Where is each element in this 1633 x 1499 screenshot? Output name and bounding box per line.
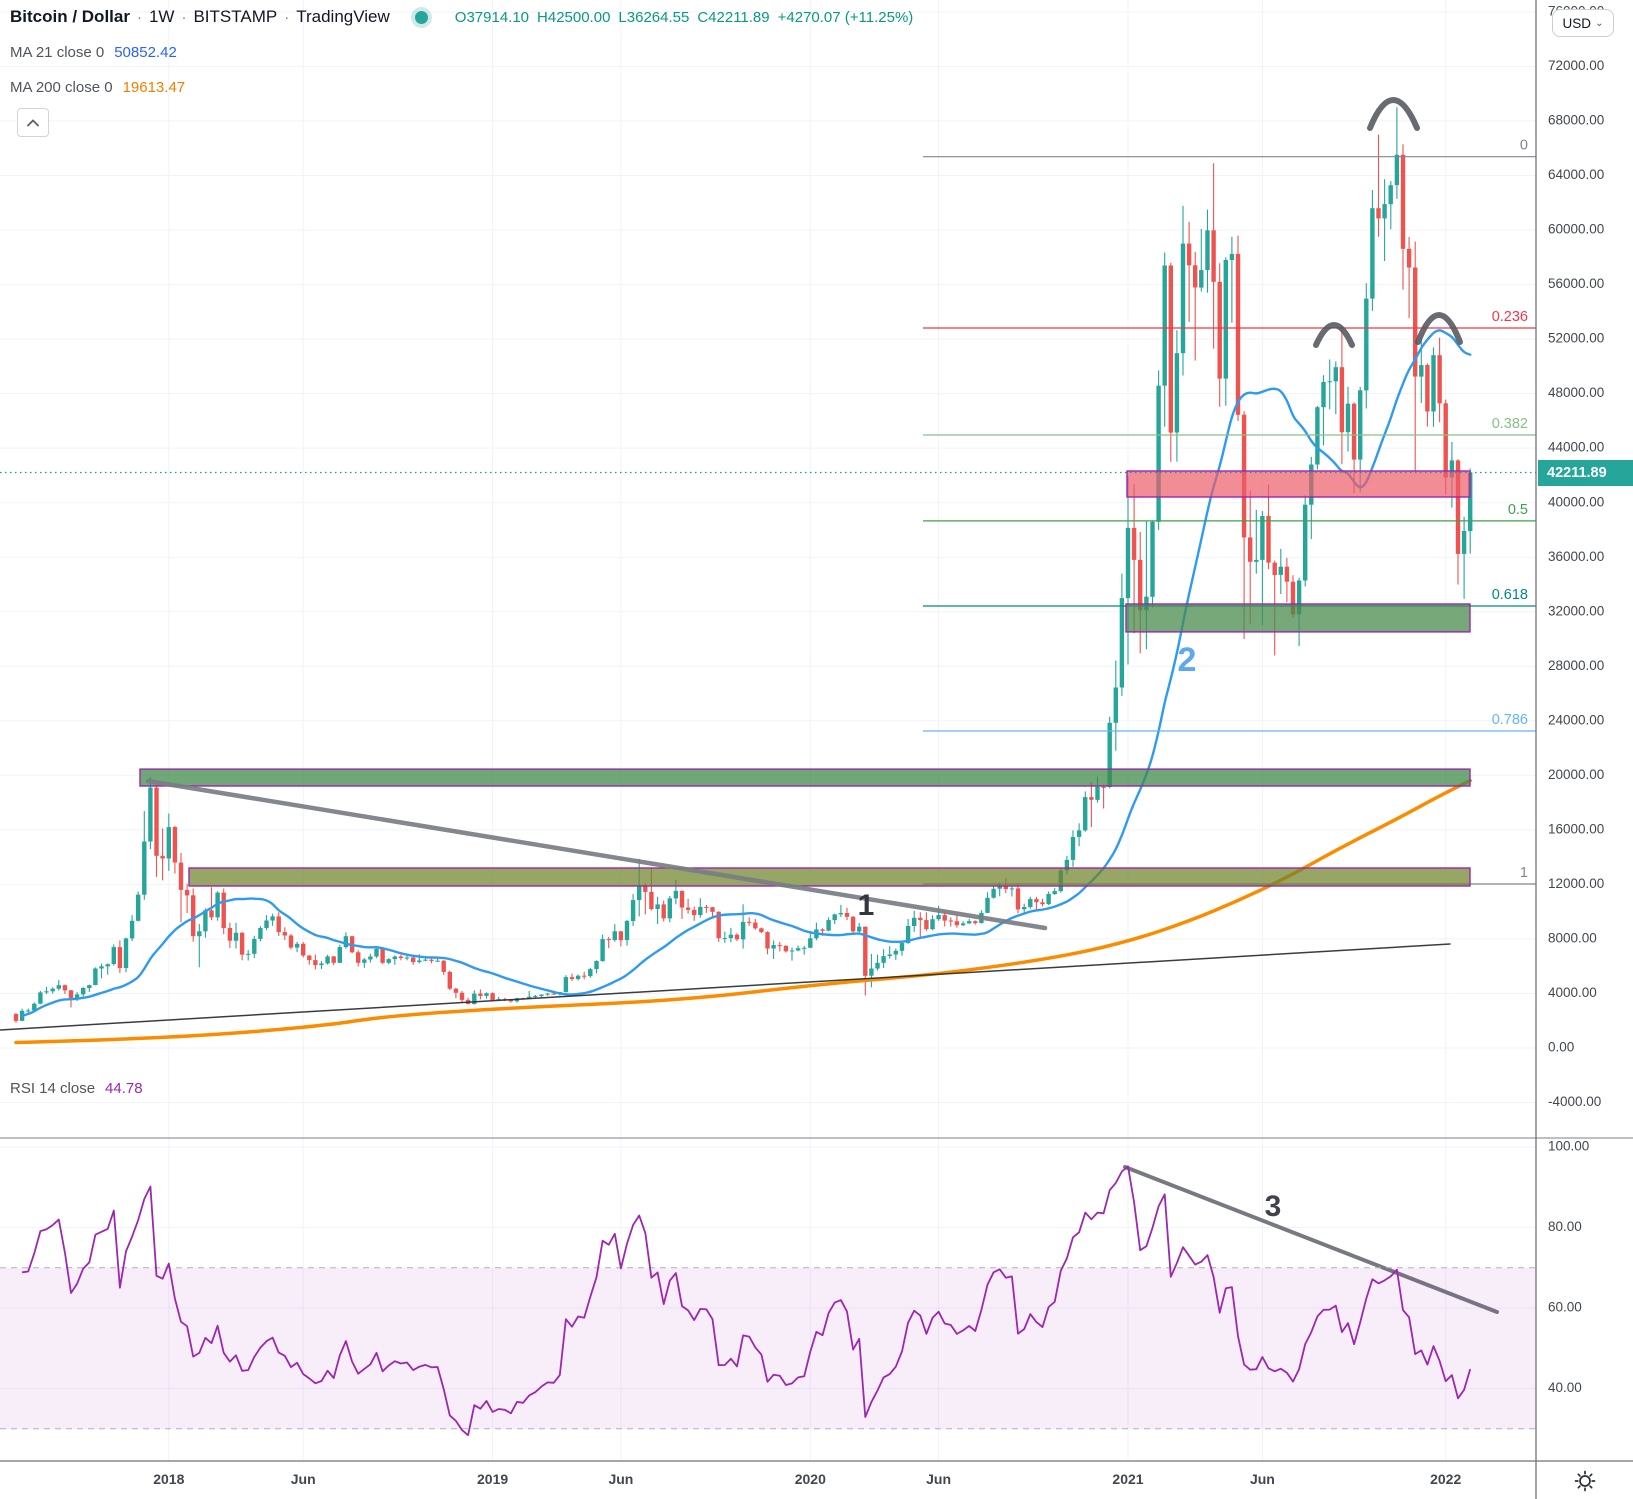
price-axis-label: -4000.00: [1548, 1094, 1601, 1109]
arc-right-shoulder: [1415, 312, 1463, 345]
price-axis-label: 24000.00: [1548, 712, 1604, 727]
rsi-axis-label: 100.00: [1548, 1139, 1589, 1154]
axis-settings-button[interactable]: [1566, 1466, 1604, 1496]
price-axis-label: 40000.00: [1548, 494, 1604, 509]
price-axis-label: 28000.00: [1548, 658, 1604, 673]
time-axis-label: 2019: [477, 1471, 508, 1487]
zone-supply-zone-pink: [1126, 470, 1471, 498]
rsi-axis-label: 40.00: [1548, 1380, 1582, 1395]
ohlc-readout: O37914.10 H42500.00 L36264.55 C42211.89 …: [455, 9, 914, 26]
price-axis-label: 68000.00: [1548, 112, 1604, 127]
current-price-label: 42211.89: [1538, 460, 1633, 486]
price-axis-label: 36000.00: [1548, 549, 1604, 564]
trendlines[interactable]: [0, 778, 1499, 1314]
time-axis-label: 2018: [153, 1471, 184, 1487]
price-axis-label: 0.00: [1548, 1040, 1574, 1055]
close-value: C42211.89: [697, 8, 770, 26]
separator-dot: ·: [136, 8, 142, 26]
price-axis-label: 4000.00: [1548, 985, 1597, 1000]
rsi-legend[interactable]: RSI 14 close 44.78: [10, 1080, 143, 1097]
sun-settings-icon: [1574, 1470, 1596, 1492]
ma200-label: MA 200 close 0: [10, 79, 113, 96]
head-and-shoulders-arcs[interactable]: [1313, 97, 1463, 348]
exchange-label: BITSTAMP: [193, 7, 278, 26]
ma200-legend[interactable]: MA 200 close 0 19613.47: [10, 79, 185, 96]
collapse-legend-button[interactable]: [17, 108, 49, 137]
time-axis[interactable]: 2018 Jun 2019 Jun 2020 Jun 2021 Jun 2022: [153, 1471, 1461, 1487]
chart-legend-title: Bitcoin / Dollar · 1W · BITSTAMP · Tradi…: [10, 7, 913, 27]
price-axis-label: 12000.00: [1548, 876, 1604, 891]
ma21-value: 50852.42: [114, 44, 177, 61]
price-axis-label: 60000.00: [1548, 222, 1604, 237]
rsi-value: 44.78: [105, 1080, 143, 1097]
price-axis[interactable]: -4000.00 0.00 4000.00 8000.00 12000.00 16000.…: [1548, 3, 1604, 1395]
price-axis-label: 8000.00: [1548, 930, 1597, 945]
low-value: L36264.55: [618, 8, 690, 26]
zone-ath-2017-resistance: [139, 768, 1471, 787]
rsi-axis-label: 60.00: [1548, 1300, 1582, 1315]
price-axis-label: 56000.00: [1548, 276, 1604, 291]
price-axis-label: 16000.00: [1548, 821, 1604, 836]
rsi-label: RSI 14 close: [10, 1080, 96, 1097]
time-axis-label: 2022: [1430, 1471, 1461, 1487]
fib-label-0.5: 0.5: [1508, 502, 1528, 518]
fib-label-0.236: 0.236: [1492, 309, 1528, 325]
price-axis-label: 72000.00: [1548, 58, 1604, 73]
current-price-value: 42211.89: [1547, 465, 1607, 481]
ma200-value: 19613.47: [122, 79, 186, 96]
rsi-line[interactable]: [21, 1165, 1472, 1437]
ma21-label: MA 21 close 0: [10, 44, 105, 61]
price-axis-label: 32000.00: [1548, 603, 1604, 618]
fib-label-0.786: 0.786: [1492, 712, 1528, 728]
wave-label-2[interactable]: 2: [1178, 641, 1197, 679]
ma21-legend[interactable]: MA 21 close 0 50852.42: [10, 44, 177, 61]
interval-label[interactable]: 1W: [148, 7, 175, 26]
rsi-band: [0, 1267, 1536, 1429]
arc-head: [1367, 97, 1420, 131]
wave-label-3[interactable]: 3: [1265, 1190, 1282, 1223]
time-axis-label: 2021: [1112, 1471, 1143, 1487]
separator-dot: ·: [181, 8, 187, 26]
wave-label-1[interactable]: 1: [858, 889, 875, 922]
market-status-icon[interactable]: [414, 10, 428, 24]
symbol-title[interactable]: Bitcoin / Dollar: [10, 7, 130, 26]
price-axis-label: 52000.00: [1548, 331, 1604, 346]
rsi-axis-label: 80.00: [1548, 1219, 1582, 1234]
price-axis-label: 20000.00: [1548, 767, 1604, 782]
currency-selector[interactable]: USD ⌄: [1552, 9, 1614, 37]
ma21-line: [20, 329, 1472, 1017]
arc-left-shoulder: [1313, 322, 1355, 348]
time-axis-label: Jun: [291, 1471, 316, 1487]
fib-label-1: 1: [1520, 865, 1528, 881]
supply-demand-zones[interactable]: [139, 470, 1471, 887]
chevron-down-icon: ⌄: [1595, 17, 1604, 29]
brand-label: TradingView: [296, 7, 390, 26]
separator-dot: ·: [284, 8, 290, 26]
fib-label-0: 0: [1520, 138, 1528, 154]
zone-2021-summer-support: [1125, 603, 1471, 633]
high-value: H42500.00: [537, 8, 611, 26]
time-axis-label: Jun: [926, 1471, 951, 1487]
change-value: +4270.07 (+11.25%): [777, 8, 914, 26]
price-axis-label: 64000.00: [1548, 167, 1604, 182]
chevron-up-icon: [27, 118, 39, 126]
fib-label-0.382: 0.382: [1492, 416, 1528, 432]
price-axis-label: 44000.00: [1548, 440, 1604, 455]
price-axis-label: 48000.00: [1548, 385, 1604, 400]
currency-label: USD: [1562, 15, 1592, 31]
time-axis-label: Jun: [608, 1471, 633, 1487]
candlestick-series[interactable]: [13, 107, 1473, 1023]
time-axis-label: Jun: [1250, 1471, 1275, 1487]
fib-label-0.618: 0.618: [1492, 587, 1528, 603]
open-value: O37914.10: [454, 8, 530, 26]
time-axis-label: 2020: [795, 1471, 826, 1487]
zone-2019-high-resistance: [188, 867, 1471, 887]
